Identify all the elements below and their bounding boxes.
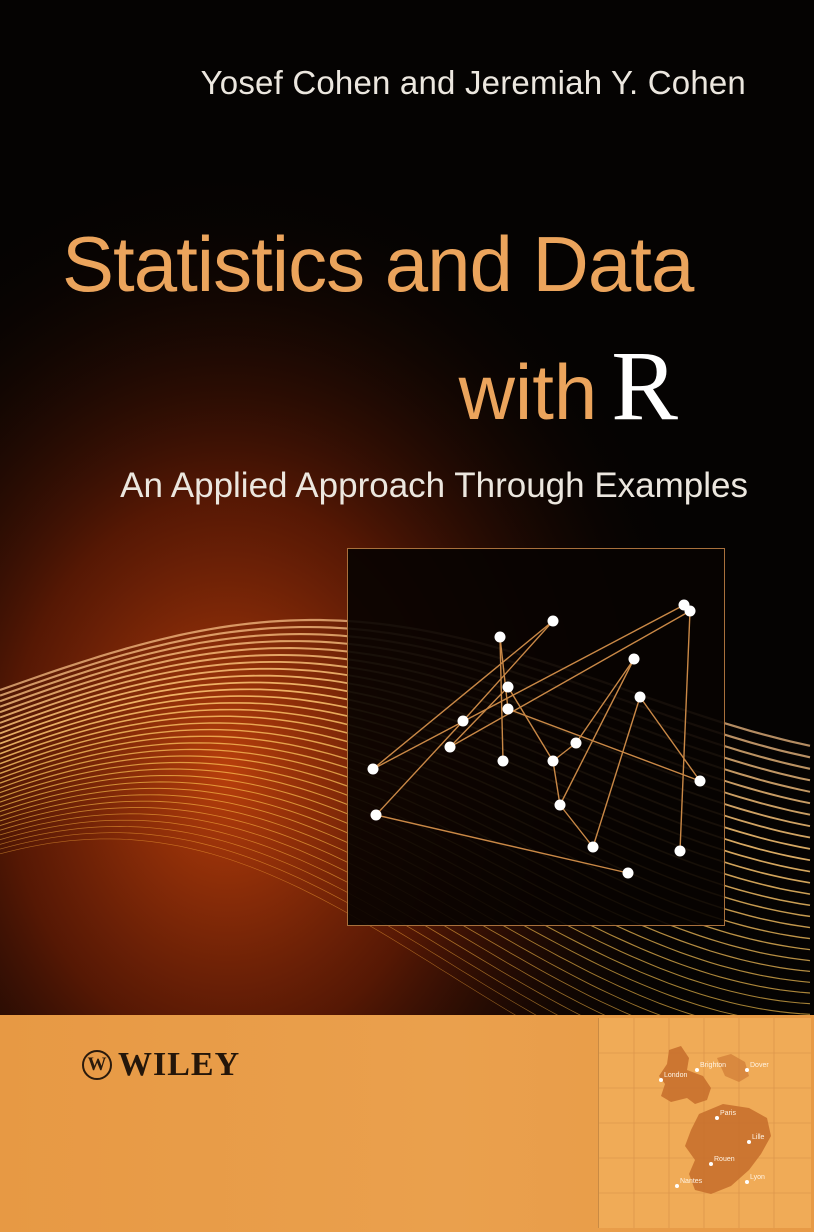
plot-nodes [367, 599, 706, 879]
plot-edge [375, 720, 464, 816]
book-subtitle: An Applied Approach Through Examples [120, 466, 748, 505]
map-city-dot [715, 1116, 719, 1120]
plot-node [634, 691, 646, 703]
book-title-letter-r: R [611, 330, 678, 441]
plot-edge [679, 610, 691, 852]
plot-edge [507, 686, 554, 762]
plot-node [547, 755, 559, 767]
plot-node [554, 799, 566, 811]
plot-edge [559, 804, 594, 848]
map-city-dot [747, 1140, 751, 1144]
map-city-dot [675, 1184, 679, 1188]
map-city-label: Paris [720, 1110, 736, 1117]
map-city-label: Nantes [680, 1178, 703, 1185]
plot-edge [507, 708, 701, 782]
plot-node [502, 681, 514, 693]
plot-node [628, 653, 640, 665]
book-title-line-2: with R [0, 336, 678, 438]
map-city-dot [695, 1068, 699, 1072]
wave-line [0, 838, 516, 1015]
plot-node [674, 845, 686, 857]
publisher-name: WILEY [118, 1046, 241, 1083]
authors: Yosef Cohen and Jeremiah Y. Cohen [200, 64, 746, 101]
plot-node [587, 841, 599, 853]
plot-node [547, 615, 559, 627]
plot-edges [372, 604, 701, 874]
plot-node [570, 737, 582, 749]
plot-node [457, 715, 469, 727]
plot-edge [449, 686, 509, 748]
plot-edge [639, 696, 701, 782]
publisher-logo: W WILEY [82, 1046, 240, 1084]
plot-node [367, 763, 379, 775]
plot-edge [372, 604, 685, 770]
book-title-line-1: Statistics and Data [62, 220, 694, 308]
map-icon: London Brighton Dover Paris Lille Rouen Nantes… [599, 1018, 811, 1228]
plot-edge [559, 658, 635, 806]
map-city-label: Lille [752, 1134, 765, 1141]
plot-edge [499, 636, 504, 762]
plot-edge [499, 636, 509, 710]
plot-edge [575, 658, 635, 744]
map-city-label: London [664, 1072, 687, 1079]
map-city-label: Rouen [714, 1156, 735, 1163]
map-city-dot [745, 1180, 749, 1184]
plot-edge [552, 760, 561, 806]
plot-node [444, 741, 456, 753]
book-title-word-with: with [458, 348, 598, 436]
map-city-dot [709, 1162, 713, 1166]
map-illustration: London Brighton Dover Paris Lille Rouen Nantes… [598, 1018, 811, 1228]
plot-node [694, 775, 706, 787]
publisher-mark-icon: W [82, 1050, 112, 1080]
wave-line [0, 832, 537, 1015]
map-city-dot [745, 1068, 749, 1072]
map-city-dot [659, 1078, 663, 1082]
network-plot-svg [367, 599, 706, 879]
plot-edge [372, 620, 554, 770]
plot-node [370, 809, 382, 821]
map-city-label: Lyon [750, 1174, 765, 1181]
map-city-label: Brighton [700, 1062, 726, 1069]
plot-node [494, 631, 506, 643]
network-plot-illustration [347, 548, 725, 926]
plot-node [497, 755, 509, 767]
map-city-label: Dover [750, 1062, 769, 1069]
plot-edge [592, 696, 641, 848]
plot-node [622, 867, 634, 879]
plot-edge [449, 610, 691, 748]
plot-node [502, 703, 514, 715]
plot-node [684, 605, 696, 617]
plot-edge [375, 814, 629, 874]
plot-edge [462, 620, 554, 722]
